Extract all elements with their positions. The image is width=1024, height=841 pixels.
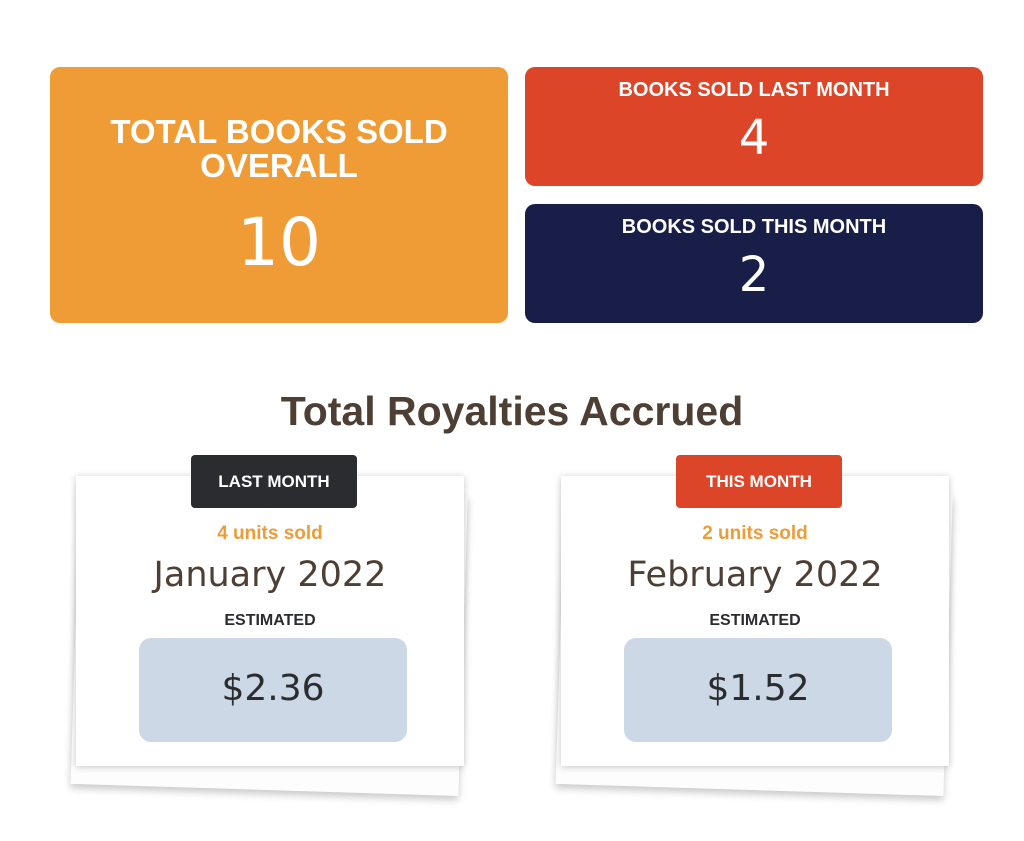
books-sold-this-month-title: BOOKS SOLD THIS MONTH — [621, 216, 887, 238]
units-sold-label: 4 units sold — [217, 523, 323, 544]
month-label: January 2022 — [153, 555, 387, 595]
books-sold-last-month-tile: BOOKS SOLD LAST MONTH 4 — [525, 67, 983, 186]
estimated-label: ESTIMATED — [224, 612, 316, 629]
royalty-amount-box: $1.52 — [624, 638, 892, 742]
royalty-card-body: LAST MONTH 4 units sold January 2022 EST… — [76, 455, 464, 766]
last-month-tag: LAST MONTH — [191, 455, 357, 508]
books-sold-this-month-value: 2 — [738, 247, 770, 303]
royalty-card-last-month: LAST MONTH 4 units sold January 2022 EST… — [70, 455, 468, 797]
royalty-card-this-month: THIS MONTH 2 units sold February 2022 ES… — [555, 455, 953, 797]
total-books-sold-tile: TOTAL BOOKS SOLD OVERALL 10 — [50, 67, 508, 323]
royalties-heading: Total Royalties Accrued — [280, 388, 744, 434]
royalty-card-body: THIS MONTH 2 units sold February 2022 ES… — [561, 455, 949, 766]
books-sold-last-month-value: 4 — [738, 110, 770, 166]
total-books-sold-title: TOTAL BOOKS SOLD OVERALL — [110, 113, 448, 184]
books-sold-this-month-tile: BOOKS SOLD THIS MONTH 2 — [525, 204, 983, 323]
royalty-amount: $1.52 — [706, 668, 810, 709]
royalty-amount: $2.36 — [221, 668, 325, 709]
books-sold-last-month-title: BOOKS SOLD LAST MONTH — [618, 79, 890, 101]
units-sold-label: 2 units sold — [702, 523, 808, 544]
royalty-amount-box: $2.36 — [139, 638, 407, 742]
month-label: February 2022 — [627, 555, 883, 595]
total-books-sold-value: 10 — [237, 204, 321, 281]
this-month-tag: THIS MONTH — [676, 455, 842, 508]
estimated-label: ESTIMATED — [709, 612, 801, 629]
